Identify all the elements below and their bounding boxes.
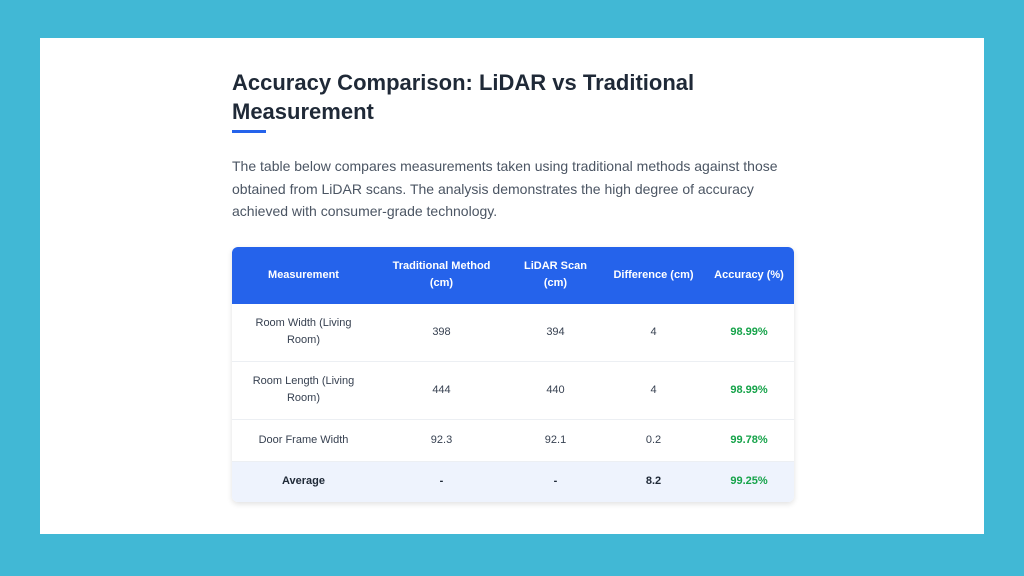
comparison-table: Measurement Traditional Method (cm) LiDA… — [232, 246, 794, 502]
average-accuracy: 99.25% — [704, 460, 794, 502]
description-text: The table below compares measurements ta… — [232, 158, 778, 219]
header-traditional-method: Traditional Method (cm) — [375, 246, 508, 304]
average-traditional: - — [375, 460, 508, 502]
header-lidar-scan: LiDAR Scan (cm) — [508, 246, 603, 304]
content-card: Accuracy Comparison: LiDAR vs Traditiona… — [40, 38, 984, 534]
cell-traditional: 444 — [375, 361, 508, 420]
table-row: Room Length (Living Room) 444 440 4 98.9… — [232, 361, 794, 420]
average-label: Average — [232, 460, 375, 502]
cell-accuracy: 98.99% — [704, 361, 794, 420]
page-title: Accuracy Comparison: LiDAR vs Traditiona… — [232, 70, 695, 124]
table-row: Door Frame Width 92.3 92.1 0.2 99.78% — [232, 419, 794, 462]
header-accuracy: Accuracy (%) — [704, 246, 794, 304]
average-lidar: - — [508, 460, 603, 502]
average-difference: 8.2 — [603, 460, 704, 502]
cell-difference: 0.2 — [603, 419, 704, 462]
table-row: Room Width (Living Room) 398 394 4 98.99… — [232, 303, 794, 362]
cell-traditional: 398 — [375, 303, 508, 362]
header-measurement: Measurement — [232, 246, 375, 304]
main-content: Accuracy Comparison: LiDAR vs Traditiona… — [232, 68, 794, 502]
cell-difference: 4 — [603, 361, 704, 420]
cell-difference: 4 — [603, 303, 704, 362]
cell-measurement: Room Width (Living Room) — [232, 303, 375, 362]
table-header-row: Measurement Traditional Method (cm) LiDA… — [232, 246, 794, 304]
cell-traditional: 92.3 — [375, 419, 508, 462]
cell-lidar: 440 — [508, 361, 603, 420]
cell-lidar: 394 — [508, 303, 603, 362]
average-row: Average - - 8.2 99.25% — [232, 460, 794, 502]
comparison-table-container: Measurement Traditional Method (cm) LiDA… — [232, 246, 794, 502]
title-underline — [232, 130, 266, 133]
cell-accuracy: 99.78% — [704, 419, 794, 462]
cell-measurement: Room Length (Living Room) — [232, 361, 375, 420]
cell-accuracy: 98.99% — [704, 303, 794, 362]
cell-lidar: 92.1 — [508, 419, 603, 462]
cell-measurement: Door Frame Width — [232, 419, 375, 462]
header-difference: Difference (cm) — [603, 246, 704, 304]
